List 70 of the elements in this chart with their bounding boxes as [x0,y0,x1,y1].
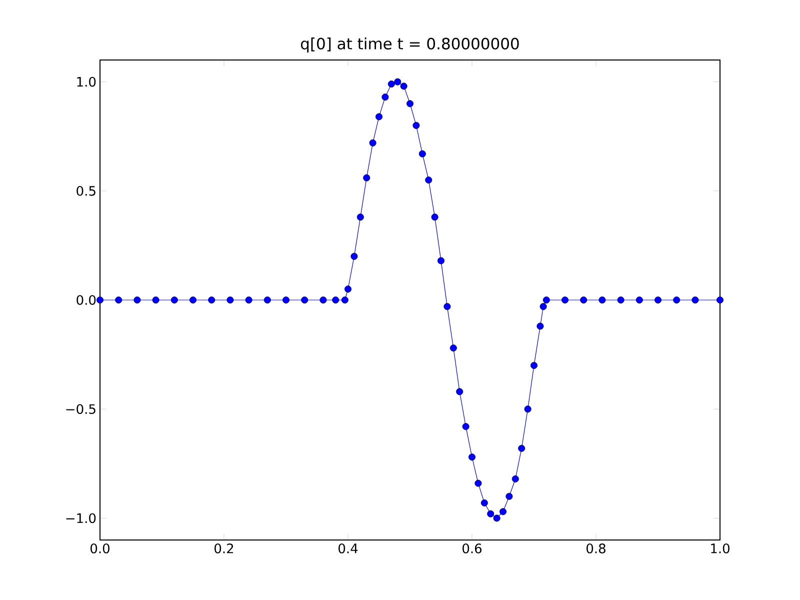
point [190,296,196,304]
point [245,296,252,304]
point [344,286,352,293]
point [542,296,550,304]
point [350,252,358,260]
point [450,344,457,352]
x-tick-label: 0.2 [214,544,234,554]
point [462,423,470,430]
point [418,150,426,158]
point [540,303,547,310]
point [500,508,507,516]
point [536,322,544,330]
chart-title: q[0] at time t = 0.80000000 [300,37,519,52]
point [382,94,389,101]
point [493,514,500,522]
point [376,113,383,120]
point [530,362,538,369]
point [425,176,432,184]
x-tick-label: 0.6 [462,544,482,554]
y-tick-label: 0.5 [76,186,96,196]
y-tick-label: 0.0 [76,295,96,305]
point [692,296,699,304]
point [617,296,624,304]
point [673,296,680,304]
point [506,492,513,500]
point [562,296,569,304]
point [369,139,376,146]
point [444,303,451,310]
point [320,296,327,304]
point [394,78,402,86]
point [400,82,408,90]
point [456,388,464,396]
point [115,296,122,304]
y-tick-label: 1.0 [77,76,96,87]
point [363,174,370,182]
y-tick-label: −0.5 [66,404,96,414]
point [438,257,445,264]
point [96,296,104,304]
point [301,296,308,304]
point [208,296,216,304]
point [716,296,724,304]
point [487,510,494,518]
point [170,296,178,304]
point [332,296,340,304]
point [518,444,526,452]
point [512,475,519,482]
point [654,296,662,304]
point [524,406,532,413]
y-tick-label: −1.0 [66,513,96,524]
point [598,296,606,304]
point [412,122,420,129]
point [406,100,414,108]
x-tick-label: 0.8 [586,544,606,554]
point [282,296,290,304]
x-tick-label: 0.0 [90,544,110,554]
x-tick-label: 1.0 [711,544,730,554]
point [468,454,476,461]
point [431,214,438,221]
point [264,296,271,304]
point [480,499,488,506]
point [580,296,588,304]
x-tick-label: 0.4 [338,544,358,554]
point [226,296,234,304]
point [356,214,364,221]
point [474,480,482,487]
point [341,296,348,304]
point [152,296,160,304]
point [134,296,141,304]
point [388,80,395,88]
point [636,296,643,304]
